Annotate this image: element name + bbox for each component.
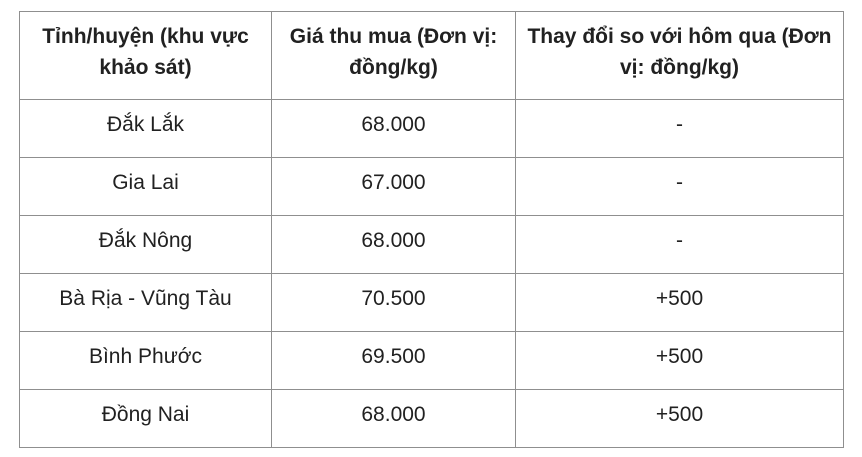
cell-province: Đắk Lắk <box>19 99 272 158</box>
table-row: Gia Lai 67.000 - <box>19 157 844 216</box>
cell-price: 70.500 <box>271 273 516 332</box>
price-table-container: Tỉnh/huyện (khu vực khảo sát) Giá thu mu… <box>19 11 844 448</box>
cell-change: - <box>515 99 844 158</box>
cell-change: +500 <box>515 389 844 448</box>
table-row: Đắk Nông 68.000 - <box>19 215 844 274</box>
cell-price: 67.000 <box>271 157 516 216</box>
header-change-line2: vị: đồng/kg) <box>620 56 739 79</box>
column-header-change: Thay đổi so với hôm qua (Đơn vị: đồng/kg… <box>515 11 844 100</box>
header-row: Tỉnh/huyện (khu vực khảo sát) Giá thu mu… <box>19 11 844 100</box>
header-change-line1: Thay đổi so với hôm qua (Đơn <box>527 25 832 48</box>
table-row: Bà Rịa - Vũng Tàu 70.500 +500 <box>19 273 844 332</box>
cell-price: 68.000 <box>271 215 516 274</box>
cell-province: Đắk Nông <box>19 215 272 274</box>
cell-change: - <box>515 215 844 274</box>
header-province-line2: khảo sát) <box>99 56 192 79</box>
cell-province: Đồng Nai <box>19 389 272 448</box>
cell-province: Bà Rịa - Vũng Tàu <box>19 273 272 332</box>
header-province-line1: Tỉnh/huyện (khu vực <box>42 25 249 48</box>
cell-change: +500 <box>515 273 844 332</box>
pepper-price-table: Tỉnh/huyện (khu vực khảo sát) Giá thu mu… <box>19 11 844 448</box>
table-row: Đắk Lắk 68.000 - <box>19 99 844 158</box>
cell-change: +500 <box>515 331 844 390</box>
table-row: Đồng Nai 68.000 +500 <box>19 389 844 448</box>
cell-price: 68.000 <box>271 389 516 448</box>
cell-province: Gia Lai <box>19 157 272 216</box>
cell-price: 68.000 <box>271 99 516 158</box>
cell-change: - <box>515 157 844 216</box>
header-price-line2: đồng/kg) <box>349 56 438 79</box>
table-row: Bình Phước 69.500 +500 <box>19 331 844 390</box>
header-price-line1: Giá thu mua (Đơn vị: <box>289 25 498 48</box>
cell-province: Bình Phước <box>19 331 272 390</box>
cell-price: 69.500 <box>271 331 516 390</box>
column-header-province: Tỉnh/huyện (khu vực khảo sát) <box>19 11 272 100</box>
column-header-price: Giá thu mua (Đơn vị: đồng/kg) <box>271 11 516 100</box>
